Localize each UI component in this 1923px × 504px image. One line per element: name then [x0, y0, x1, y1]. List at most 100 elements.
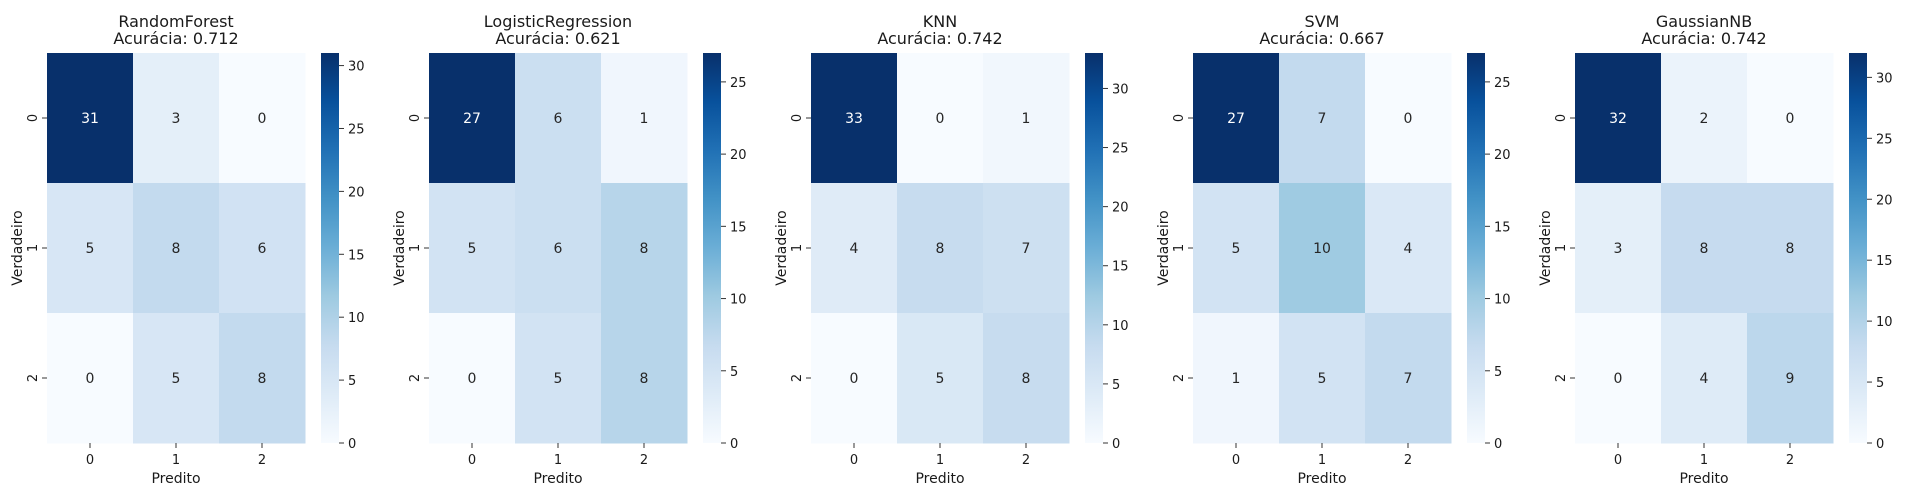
panel-subtitle: Acurácia: 0.667	[1259, 29, 1384, 48]
colorbar-tick-label: 5	[1876, 376, 1884, 391]
y-tick-label: 0	[26, 114, 41, 122]
y-axis-label: Verdadeiro	[10, 210, 26, 285]
x-tick-label: 2	[258, 453, 266, 468]
colorbar-tick-label: 30	[348, 60, 365, 75]
colorbar-tick-label: 20	[730, 148, 747, 163]
cell-value-label: 8	[640, 241, 649, 257]
cell-value-label: 9	[1786, 371, 1795, 387]
x-tick-label: 1	[172, 453, 180, 468]
heatmap-cell	[515, 313, 602, 444]
colorbar-tick-label: 25	[1876, 132, 1893, 147]
heatmap-cell	[1365, 313, 1452, 444]
heatmap-cell	[47, 53, 134, 184]
cell-value-label: 10	[1313, 241, 1331, 257]
cell-value-label: 27	[1227, 111, 1245, 127]
colorbar-tick-label: 15	[730, 220, 747, 235]
heatmap-cell	[1279, 313, 1366, 444]
heatmap-cell	[811, 313, 898, 444]
y-tick-label: 1	[26, 244, 41, 252]
heatmap-cell	[47, 183, 134, 314]
panel-subtitle: Acurácia: 0.712	[113, 29, 238, 48]
cell-value-label: 1	[1022, 111, 1031, 127]
cell-value-label: 31	[81, 111, 99, 127]
x-axis-label: Predito	[1297, 471, 1346, 487]
heatmap-cell	[1661, 53, 1748, 184]
colorbar-tick-label: 10	[1876, 315, 1893, 330]
heatmap-cell	[1193, 313, 1280, 444]
colorbar-tick-label: 0	[1876, 437, 1884, 452]
y-tick-label: 2	[790, 374, 805, 382]
y-tick-label: 1	[1554, 244, 1569, 252]
heatmap-cell	[897, 53, 984, 184]
heatmap-cell	[219, 53, 306, 184]
heatmap-cell	[601, 183, 688, 314]
colorbar-tick-label: 25	[730, 76, 747, 91]
x-tick-label: 1	[554, 453, 562, 468]
x-axis-label: Predito	[533, 471, 582, 487]
cell-value-label: 8	[640, 371, 649, 387]
cell-value-label: 6	[554, 111, 563, 127]
x-axis-label: Predito	[1679, 471, 1728, 487]
cell-value-label: 0	[1786, 111, 1795, 127]
x-tick-label: 0	[86, 453, 94, 468]
colorbar	[1085, 53, 1103, 443]
cell-value-label: 5	[86, 241, 95, 257]
y-tick-label: 1	[790, 244, 805, 252]
heatmap-cell	[515, 183, 602, 314]
colorbar-tick-label: 0	[730, 437, 738, 452]
cell-value-label: 5	[1232, 241, 1241, 257]
cell-value-label: 8	[258, 371, 267, 387]
panel-subtitle: Acurácia: 0.742	[1641, 29, 1766, 48]
colorbar-tick-label: 20	[348, 185, 365, 200]
heatmap-cell	[983, 53, 1070, 184]
y-tick-label: 2	[26, 374, 41, 382]
cell-value-label: 1	[640, 111, 649, 127]
heatmap-cell	[811, 53, 898, 184]
x-tick-label: 2	[1404, 453, 1412, 468]
y-tick-label: 2	[408, 374, 423, 382]
heatmap-cell	[1279, 183, 1366, 314]
cell-value-label: 6	[554, 241, 563, 257]
y-tick-label: 0	[408, 114, 423, 122]
y-tick-label: 0	[1172, 114, 1187, 122]
y-tick-label: 2	[1554, 374, 1569, 382]
heatmap-cell	[1661, 183, 1748, 314]
colorbar	[321, 53, 339, 443]
cell-value-label: 5	[936, 371, 945, 387]
colorbar-tick-label: 5	[730, 365, 738, 380]
cell-value-label: 0	[1614, 371, 1623, 387]
x-tick-label: 2	[1786, 453, 1794, 468]
cell-value-label: 5	[554, 371, 563, 387]
colorbar-tick-label: 20	[1494, 148, 1511, 163]
y-axis-label: Verdadeiro	[1538, 210, 1554, 285]
y-axis-label: Verdadeiro	[774, 210, 790, 285]
y-tick-label: 0	[790, 114, 805, 122]
heatmap-cell	[1747, 313, 1834, 444]
colorbar-tick-label: 10	[348, 311, 365, 326]
y-tick-label: 0	[1554, 114, 1569, 122]
heatmap-cell	[1193, 183, 1280, 314]
panel-title: RandomForest	[118, 12, 233, 31]
heatmap-cell	[811, 183, 898, 314]
cell-value-label: 7	[1318, 111, 1327, 127]
x-tick-label: 1	[1318, 453, 1326, 468]
heatmap-cell	[1193, 53, 1280, 184]
panel-title: LogisticRegression	[484, 12, 632, 31]
x-tick-label: 0	[1614, 453, 1622, 468]
y-tick-label: 1	[1172, 244, 1187, 252]
heatmap-cell	[219, 183, 306, 314]
x-tick-label: 1	[936, 453, 944, 468]
heatmap-cell	[1365, 53, 1452, 184]
cell-value-label: 8	[1786, 241, 1795, 257]
y-tick-label: 1	[408, 244, 423, 252]
heatmap-cell	[897, 183, 984, 314]
heatmap-cell	[133, 313, 220, 444]
cell-value-label: 32	[1609, 111, 1627, 127]
cell-value-label: 0	[468, 371, 477, 387]
heatmap-cell	[1365, 183, 1452, 314]
heatmap-cell	[897, 313, 984, 444]
heatmap-cell	[219, 313, 306, 444]
cell-value-label: 6	[258, 241, 267, 257]
